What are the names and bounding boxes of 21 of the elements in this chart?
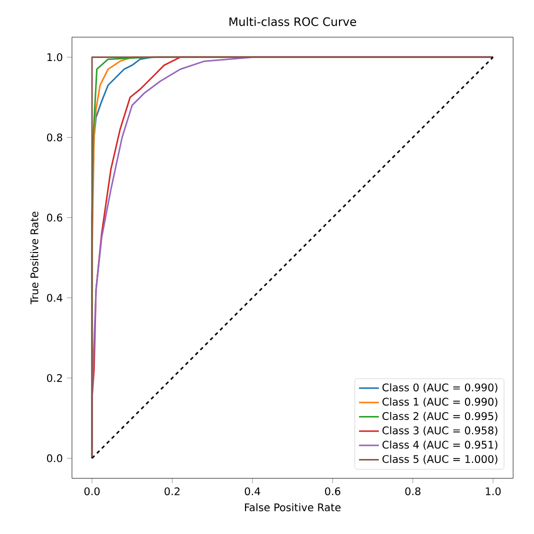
x-axis-title: False Positive Rate — [245, 503, 341, 512]
x-tick-label: 0.6 — [325, 487, 340, 496]
chart-title: Multi-class ROC Curve — [230, 17, 356, 26]
legend-label: Class 4 (AUC = 0.951) — [382, 440, 498, 450]
y-tick-label: 0.4 — [46, 294, 62, 302]
x-tick-label: 0.0 — [84, 487, 100, 496]
legend-label: Class 3 (AUC = 0.958) — [382, 426, 498, 436]
y-tick-label: 0.2 — [46, 374, 62, 382]
x-tick-label: 1.0 — [486, 487, 501, 496]
y-tick-label: 0.6 — [46, 214, 62, 222]
x-tick-label: 0.8 — [405, 487, 420, 496]
y-tick-label: 0.8 — [46, 133, 62, 142]
legend-label: Class 2 (AUC = 0.995) — [382, 412, 498, 422]
x-tick-label: 0.4 — [244, 487, 260, 496]
y-axis-title: True Positive Rate — [30, 212, 38, 304]
legend-label: Class 1 (AUC = 0.990) — [382, 398, 498, 407]
x-tick-label: 0.2 — [164, 487, 180, 496]
legend-label: Class 0 (AUC = 0.990) — [382, 383, 498, 393]
y-tick-label: 1.0 — [47, 53, 62, 62]
y-tick-label: 0.0 — [46, 454, 62, 462]
legend-label: Class 5 (AUC = 1.000) — [382, 454, 498, 464]
